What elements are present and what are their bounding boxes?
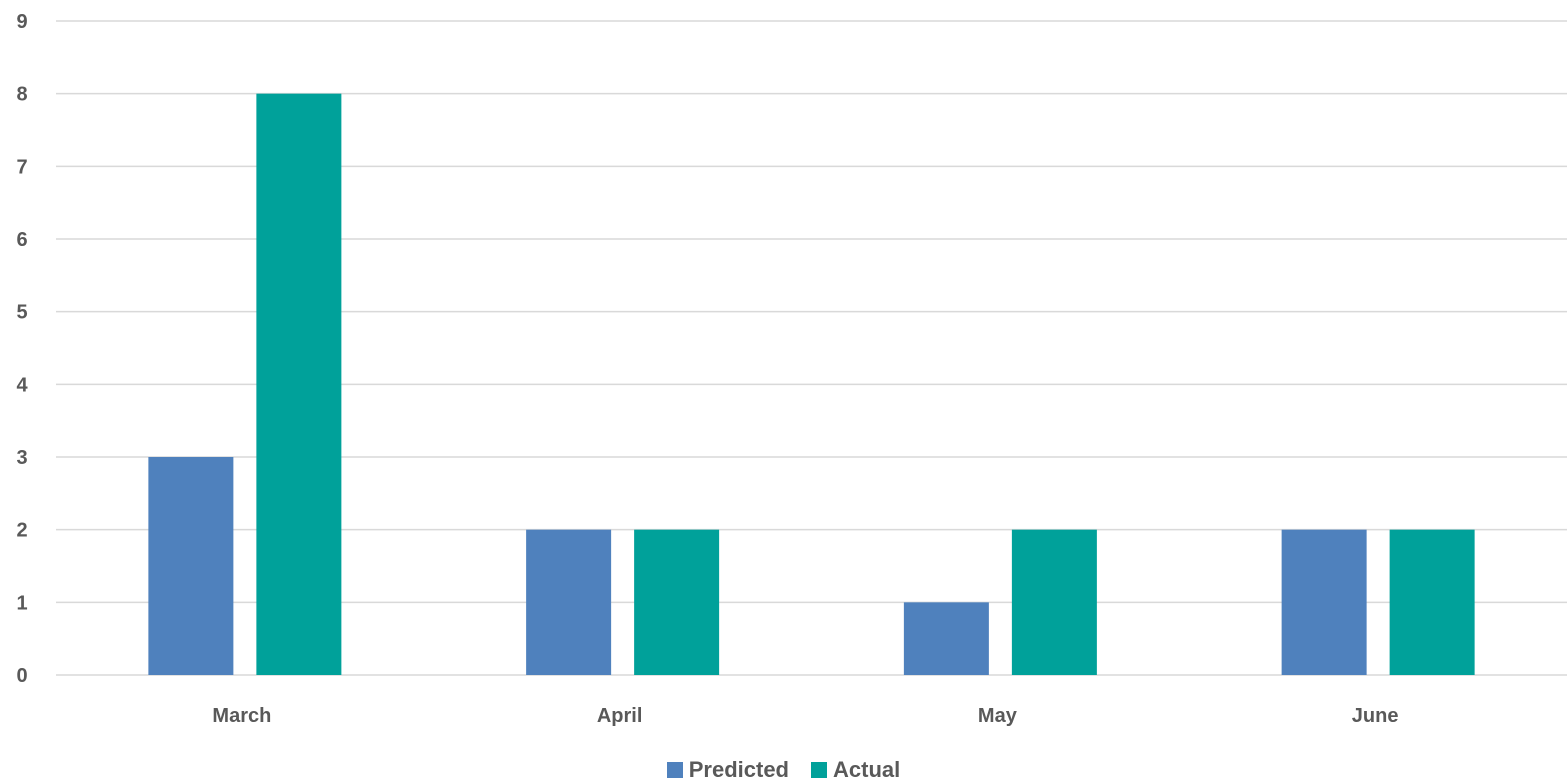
legend-label-predicted: Predicted: [688, 757, 789, 782]
legend-swatch-predicted: [666, 762, 683, 778]
y-tick-label: 8: [16, 84, 27, 106]
bar-actual-april: [634, 529, 720, 675]
y-tick-label: 3: [16, 447, 27, 469]
x-tick-label-march: March: [212, 705, 271, 727]
y-axis-ticks: 0 1 2 3 4 5 6 7 8 9: [16, 11, 28, 687]
y-tick-label: 4: [16, 374, 28, 396]
bar-chart: 0 1 2 3 4 5 6 7 8 9 March April May June: [16, 11, 1567, 727]
y-tick-label: 5: [16, 302, 27, 324]
bar-predicted-april: [526, 529, 612, 675]
y-tick-label: 0: [16, 665, 27, 687]
y-tick-label: 2: [16, 520, 27, 542]
legend-label-actual: Actual: [833, 757, 901, 782]
y-tick-label: 7: [16, 156, 27, 178]
legend-item-predicted: Predicted: [666, 757, 789, 783]
bars: [148, 93, 1475, 675]
y-tick-label: 6: [16, 229, 27, 251]
x-tick-label-april: April: [597, 705, 643, 727]
x-tick-label-may: May: [978, 705, 1018, 727]
bar-predicted-may: [903, 602, 989, 675]
x-axis-ticks: March April May June: [212, 705, 1398, 727]
bar-actual-may: [1011, 529, 1097, 675]
y-tick-label: 9: [16, 11, 27, 33]
bar-actual-june: [1389, 529, 1475, 675]
bar-predicted-march: [148, 457, 234, 675]
legend-swatch-actual: [811, 762, 827, 778]
legend: Predicted Actual: [0, 756, 1567, 784]
legend-item-actual: Actual: [811, 757, 900, 783]
bar-predicted-june: [1281, 529, 1367, 675]
bar-actual-march: [256, 93, 342, 675]
x-tick-label-june: June: [1352, 705, 1399, 727]
y-tick-label: 1: [16, 592, 27, 614]
